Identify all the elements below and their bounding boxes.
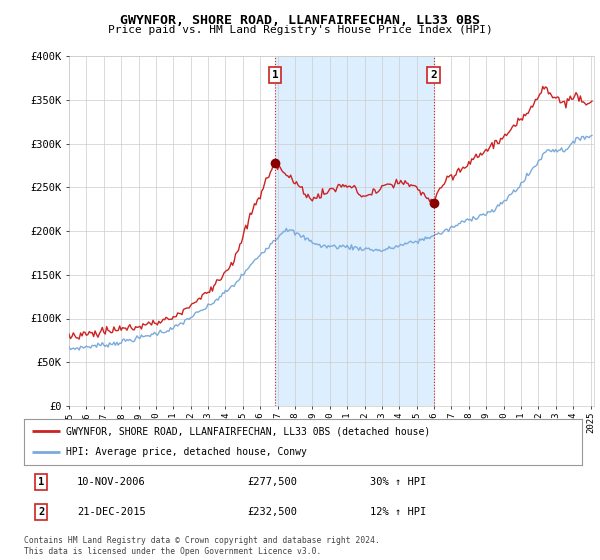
Bar (275, 56, 434, 406)
Text: Contains HM Land Registry data © Crown copyright and database right 2024.
This d: Contains HM Land Registry data © Crown c… (24, 536, 380, 556)
Text: 2: 2 (38, 507, 44, 517)
Text: £277,500: £277,500 (247, 477, 297, 487)
Text: 21-DEC-2015: 21-DEC-2015 (77, 507, 146, 517)
Text: 12% ↑ HPI: 12% ↑ HPI (370, 507, 426, 517)
Text: 2: 2 (430, 70, 437, 80)
Text: GWYNFOR, SHORE ROAD, LLANFAIRFECHAN, LL33 0BS (detached house): GWYNFOR, SHORE ROAD, LLANFAIRFECHAN, LL3… (66, 426, 430, 436)
Text: 1: 1 (38, 477, 44, 487)
Text: 10-NOV-2006: 10-NOV-2006 (77, 477, 146, 487)
Text: HPI: Average price, detached house, Conwy: HPI: Average price, detached house, Conw… (66, 447, 307, 458)
Text: 30% ↑ HPI: 30% ↑ HPI (370, 477, 426, 487)
Text: 1: 1 (272, 70, 278, 80)
Text: £232,500: £232,500 (247, 507, 297, 517)
Text: Price paid vs. HM Land Registry's House Price Index (HPI): Price paid vs. HM Land Registry's House … (107, 25, 493, 35)
Text: GWYNFOR, SHORE ROAD, LLANFAIRFECHAN, LL33 0BS: GWYNFOR, SHORE ROAD, LLANFAIRFECHAN, LL3… (120, 14, 480, 27)
